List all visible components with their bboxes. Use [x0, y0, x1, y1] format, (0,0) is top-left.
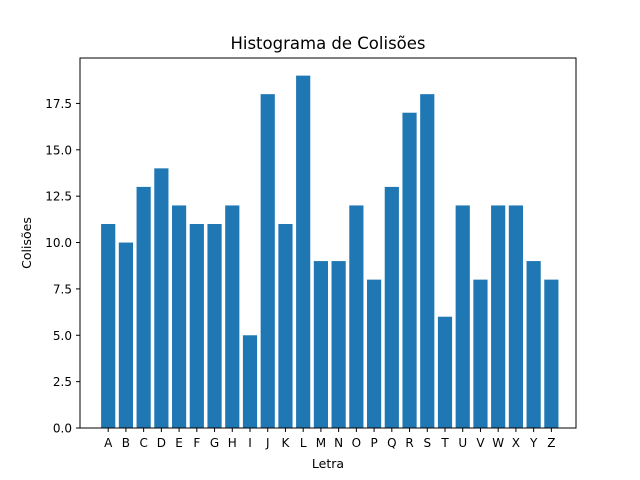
x-tick-label: M [316, 436, 326, 450]
bar-O [349, 205, 364, 428]
x-tick-label: L [300, 436, 307, 450]
x-tick-label: A [104, 436, 113, 450]
bar-N [331, 261, 346, 428]
x-tick-label: Z [547, 436, 555, 450]
bar-A [101, 223, 116, 428]
x-tick-label: F [193, 436, 200, 450]
bar-D [154, 168, 169, 428]
y-tick-label: 5.0 [53, 329, 72, 343]
x-tick-label: D [157, 436, 166, 450]
x-tick-label: H [228, 436, 237, 450]
bar-W [491, 205, 506, 428]
x-axis-label: Letra [312, 456, 344, 471]
bar-M [313, 261, 328, 428]
x-tick-label: T [440, 436, 449, 450]
y-tick-label: 12.5 [45, 190, 72, 204]
y-tick-label: 17.5 [45, 97, 72, 111]
bar-Y [526, 261, 541, 428]
bar-G [207, 223, 222, 428]
bar-S [420, 94, 435, 429]
bars-layer [101, 75, 559, 429]
bar-V [473, 279, 488, 428]
x-tick-label: O [352, 436, 361, 450]
bar-Z [544, 279, 559, 428]
x-tick-label: R [405, 436, 413, 450]
bar-J [260, 94, 275, 429]
x-tick-label: E [175, 436, 183, 450]
chart-title: Histograma de Colisões [230, 34, 425, 53]
bar-X [508, 205, 523, 428]
y-tick-label: 2.5 [53, 375, 72, 389]
bar-I [242, 335, 258, 428]
bar-E [172, 205, 187, 428]
bar-C [136, 186, 151, 428]
y-axis-label: Colisões [19, 217, 34, 269]
bar-R [402, 112, 417, 428]
x-tick-label: W [492, 436, 504, 450]
bar-U [455, 205, 470, 428]
bar-T [437, 316, 453, 428]
bar-K [278, 223, 293, 428]
bar-H [225, 205, 240, 428]
plot-area-frame [79, 57, 577, 429]
x-tick-label: S [423, 436, 431, 450]
x-tick-label: C [139, 436, 147, 450]
x-tick-label: U [458, 436, 467, 450]
bar-Q [384, 186, 399, 428]
x-tick-label: Y [529, 436, 538, 450]
y-tick-label: 15.0 [45, 143, 72, 157]
y-tick-label: 0.0 [53, 422, 72, 436]
x-tick-label: K [282, 436, 291, 450]
bar-F [189, 223, 204, 428]
x-tick-label: V [476, 436, 485, 450]
x-tick-label: Q [387, 436, 396, 450]
x-tick-label: N [334, 436, 343, 450]
y-tick-label: 10.0 [45, 236, 72, 250]
bar-B [118, 242, 134, 428]
x-tick-label: J [265, 436, 270, 450]
x-tick-label: G [210, 436, 219, 450]
y-tick-label: 7.5 [53, 282, 72, 296]
x-tick-label: P [370, 436, 377, 450]
ticks-layer: A B C D E F G H I J K L M N O P Q R S T U V W X Y Z 0.0 2.5 5.0 7.5 10… [45, 97, 555, 450]
bar-P [366, 279, 382, 428]
bar-L [296, 75, 311, 428]
x-tick-label: B [122, 436, 130, 450]
x-tick-label: X [512, 436, 520, 450]
x-tick-label: I [248, 436, 252, 450]
